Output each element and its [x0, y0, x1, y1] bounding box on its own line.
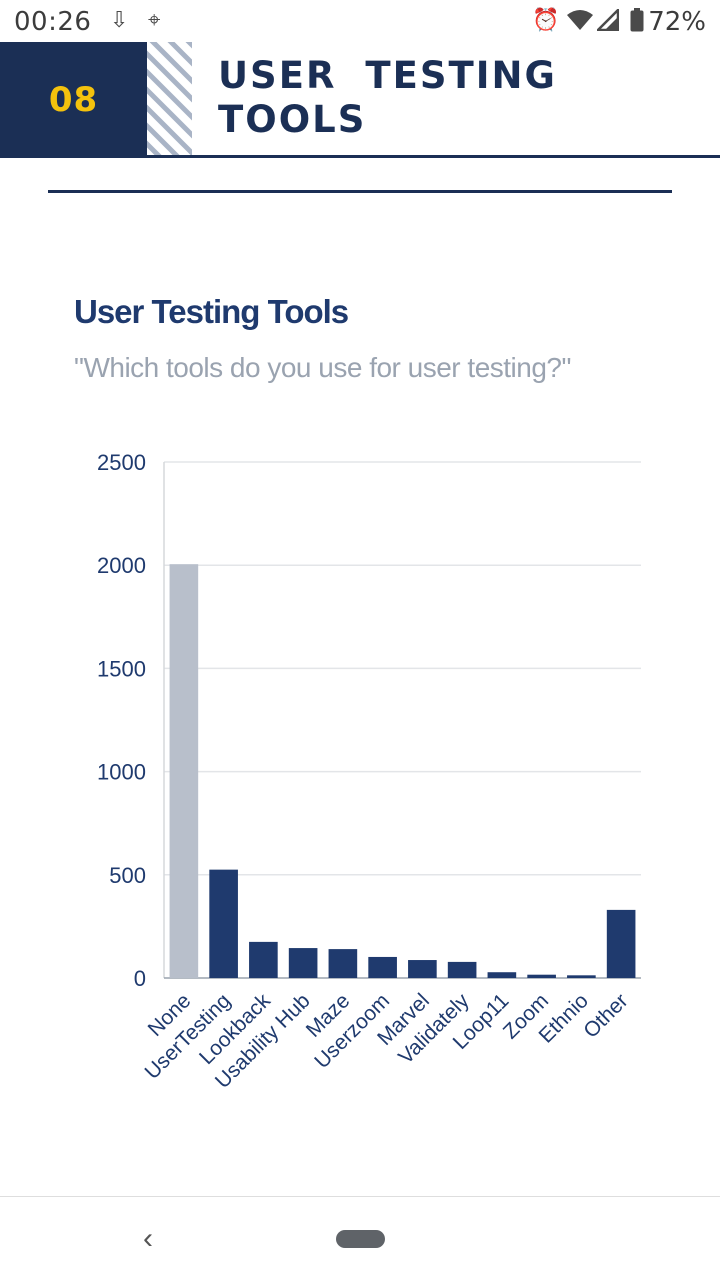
section-title: USER TESTING TOOLS — [218, 54, 557, 142]
y-tick-label: 0 — [134, 966, 146, 991]
x-tick-label: Other — [579, 989, 632, 1042]
bar — [249, 941, 278, 978]
bar — [487, 972, 517, 978]
battery-percentage: 72% — [648, 7, 706, 37]
bar — [447, 961, 477, 978]
bar — [368, 956, 397, 978]
y-tick-label: 2500 — [97, 450, 146, 475]
chart-subtitle: "Which tools do you use for user testing… — [74, 352, 571, 383]
status-time: 00:26 — [14, 7, 92, 37]
stripe-pattern — [147, 42, 192, 158]
bar — [606, 909, 636, 978]
battery-icon — [630, 8, 644, 32]
section-number: 08 — [48, 80, 99, 120]
y-tick-label: 500 — [109, 863, 146, 888]
navigation-bar: ‹ — [0, 1196, 720, 1281]
y-tick-label: 1000 — [97, 760, 146, 785]
bar — [567, 975, 596, 978]
signal-icon — [597, 9, 619, 31]
header-rule — [0, 155, 720, 158]
bar — [328, 949, 358, 978]
status-bar: 00:26 ⇩ ⌖ ⏰ 72% — [0, 0, 720, 42]
chart-title: User Testing Tools — [74, 293, 349, 330]
home-pill-icon[interactable] — [336, 1230, 385, 1248]
bar — [288, 948, 318, 978]
section-header: 08 USER TESTING TOOLS — [0, 42, 720, 158]
section-number-box: 08 — [0, 42, 147, 158]
download-icon: ⇩ — [110, 8, 129, 33]
alarm-icon: ⏰ — [532, 8, 560, 33]
bar — [408, 960, 437, 978]
y-tick-label: 2000 — [97, 553, 146, 578]
section-title-line1: USER TESTING — [218, 54, 557, 97]
bar — [527, 974, 556, 978]
bar-chart: 05001000150020002500NoneUserTestingLookb… — [97, 450, 641, 1093]
section-divider — [48, 190, 672, 193]
section-title-line2: TOOLS — [218, 98, 367, 141]
bar — [169, 564, 199, 978]
wifi-icon — [567, 10, 593, 30]
bar — [209, 869, 238, 978]
map-icon: ⌖ — [148, 8, 161, 33]
back-icon[interactable]: ‹ — [143, 1222, 153, 1255]
y-tick-label: 1500 — [97, 656, 146, 681]
